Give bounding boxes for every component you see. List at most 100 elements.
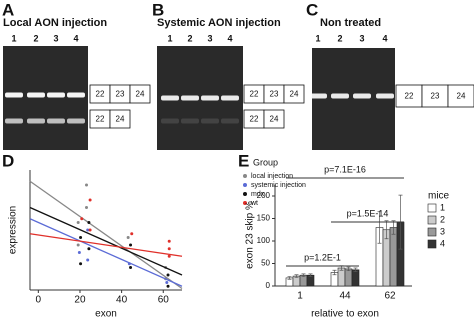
gel-band (5, 118, 23, 124)
exon-label: 23 (270, 90, 279, 99)
gel (3, 46, 88, 150)
x-axis-label: exon (95, 309, 117, 320)
panel-letter: D (2, 151, 14, 170)
gel-band (331, 93, 349, 99)
lane-label: 4 (382, 33, 387, 43)
y-tick-label: 150 (257, 214, 271, 223)
gel-band (181, 118, 199, 124)
point (165, 281, 169, 284)
y-axis-label: exon 23 skip % (245, 201, 256, 269)
gel-band (201, 118, 219, 124)
gel-band (353, 93, 371, 99)
gel-band (376, 93, 394, 99)
error-bar (287, 276, 292, 280)
lane-label: 3 (53, 33, 58, 43)
p-value: p=1.2E-1 (304, 252, 341, 262)
gel-band (5, 92, 23, 98)
exon-box (109, 109, 131, 129)
p-value: p=1.5E-14 (347, 208, 389, 218)
fit-line (29, 218, 183, 287)
exon-box (447, 84, 474, 108)
exon-label: 24 (290, 90, 299, 99)
gel-band (27, 92, 45, 98)
p-value: p=7.1E-16 (324, 164, 366, 174)
point (87, 221, 91, 224)
y-axis-label: expression (8, 206, 19, 254)
lane-label: 1 (315, 33, 320, 43)
error-bar (332, 269, 337, 276)
point (76, 243, 80, 247)
bar (344, 268, 353, 287)
point (88, 198, 92, 202)
point (79, 236, 83, 239)
gel-band (161, 118, 179, 124)
legend-title: mice (428, 191, 450, 202)
gel-band (47, 118, 65, 124)
gel-band (309, 93, 327, 99)
exon-label: 23 (431, 92, 440, 101)
y-tick-label: 200 (257, 191, 271, 200)
gel-title: Local AON injection (3, 17, 107, 29)
x-tick-label: 1 (297, 291, 303, 302)
point (129, 243, 133, 247)
lane-label: 4 (73, 33, 78, 43)
point (129, 266, 133, 269)
y-tick-label: 0 (266, 281, 271, 290)
legend-swatch (427, 227, 437, 237)
point (166, 273, 170, 277)
error-bar (294, 274, 299, 278)
bar (351, 269, 360, 287)
lane-label: 3 (207, 33, 212, 43)
error-bar (353, 267, 358, 272)
point (87, 247, 91, 251)
legend-label: 3 (440, 226, 445, 236)
error-bar (384, 220, 389, 240)
error-bar (308, 273, 313, 277)
point (77, 251, 81, 254)
legend-label: 4 (440, 238, 445, 248)
exon-label: 22 (250, 90, 259, 99)
gel-title: Non treated (320, 17, 381, 29)
gel-title: Systemic AON injection (157, 17, 281, 29)
legend-label: local injection (251, 173, 293, 180)
legend-marker (243, 201, 247, 205)
point (85, 206, 89, 209)
legend-label: systemic injection (251, 182, 306, 189)
lane-label: 1 (167, 33, 172, 43)
bar (389, 227, 398, 287)
exon-label: 24 (116, 115, 125, 124)
gel-band (181, 95, 199, 101)
error-bar (301, 273, 306, 277)
x-tick-label: 62 (384, 291, 396, 302)
exon-label: 22 (96, 115, 105, 124)
exon-label: 24 (136, 90, 145, 99)
x-axis-label: relative to exon (311, 309, 379, 320)
gel-band (221, 95, 239, 101)
legend-marker (243, 174, 247, 178)
legend-swatch (427, 215, 437, 225)
x-tick-label: 44 (339, 291, 351, 302)
point (166, 284, 170, 288)
x-tick-label: 60 (158, 295, 170, 306)
x-tick-label: 0 (36, 295, 42, 306)
y-tick-label: 100 (257, 236, 271, 245)
legend-label: 2 (440, 214, 445, 224)
exon-label: 24 (270, 115, 279, 124)
exon-label: 22 (405, 92, 414, 101)
point (130, 232, 134, 236)
point (76, 221, 80, 224)
lane-label: 1 (11, 33, 16, 43)
gel-band (221, 118, 239, 124)
x-tick-label: 40 (116, 295, 128, 306)
gel-band (67, 118, 85, 124)
legend-marker (243, 192, 247, 196)
lane-label: 4 (227, 33, 232, 43)
exon-box (263, 109, 285, 129)
lane-label: 3 (359, 33, 364, 43)
point (167, 254, 171, 258)
legend-label: mdx (251, 191, 265, 198)
gel-band (27, 118, 45, 124)
legend-marker (243, 183, 247, 187)
error-bar (346, 266, 351, 272)
y-tick-label: 50 (261, 259, 270, 268)
